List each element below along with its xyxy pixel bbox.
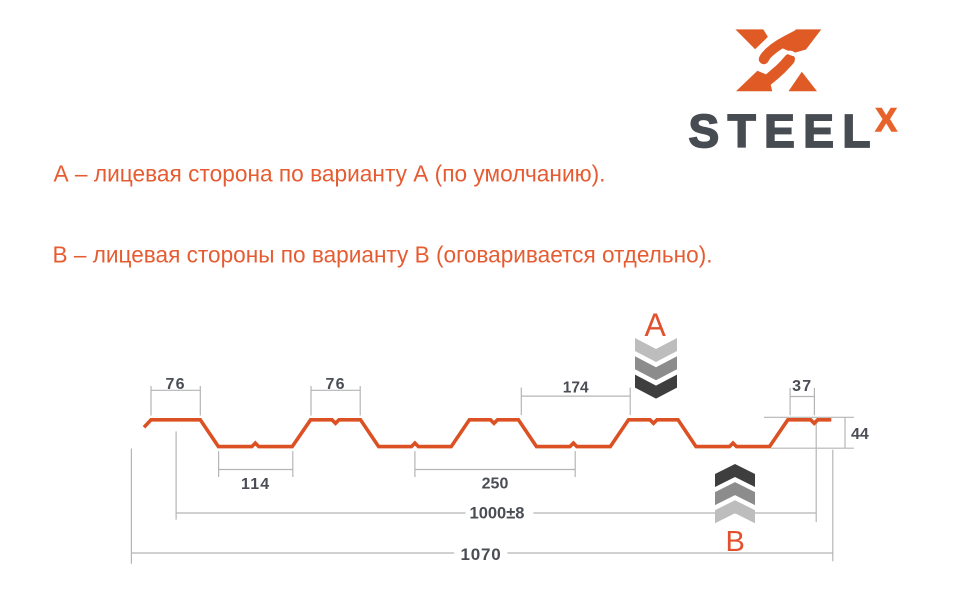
svg-text:1000±8: 1000±8 [470,505,525,523]
svg-text:В: В [726,526,745,558]
svg-text:114: 114 [241,476,270,493]
svg-text:1070: 1070 [460,545,501,564]
svg-text:А – лицевая сторона по вариант: А – лицевая сторона по варианту А (по ум… [54,160,606,186]
svg-text:X: X [876,102,898,138]
svg-text:В – лицевая стороны по вариант: В – лицевая стороны по варианту В (огова… [53,241,713,267]
svg-text:37: 37 [792,378,812,395]
svg-text:76: 76 [325,376,345,393]
svg-text:А: А [645,307,667,343]
svg-text:174: 174 [563,380,589,397]
svg-text:250: 250 [482,476,509,493]
svg-text:76: 76 [165,376,185,393]
svg-text:44: 44 [851,426,869,443]
svg-text:STEEL: STEEL [689,105,871,157]
